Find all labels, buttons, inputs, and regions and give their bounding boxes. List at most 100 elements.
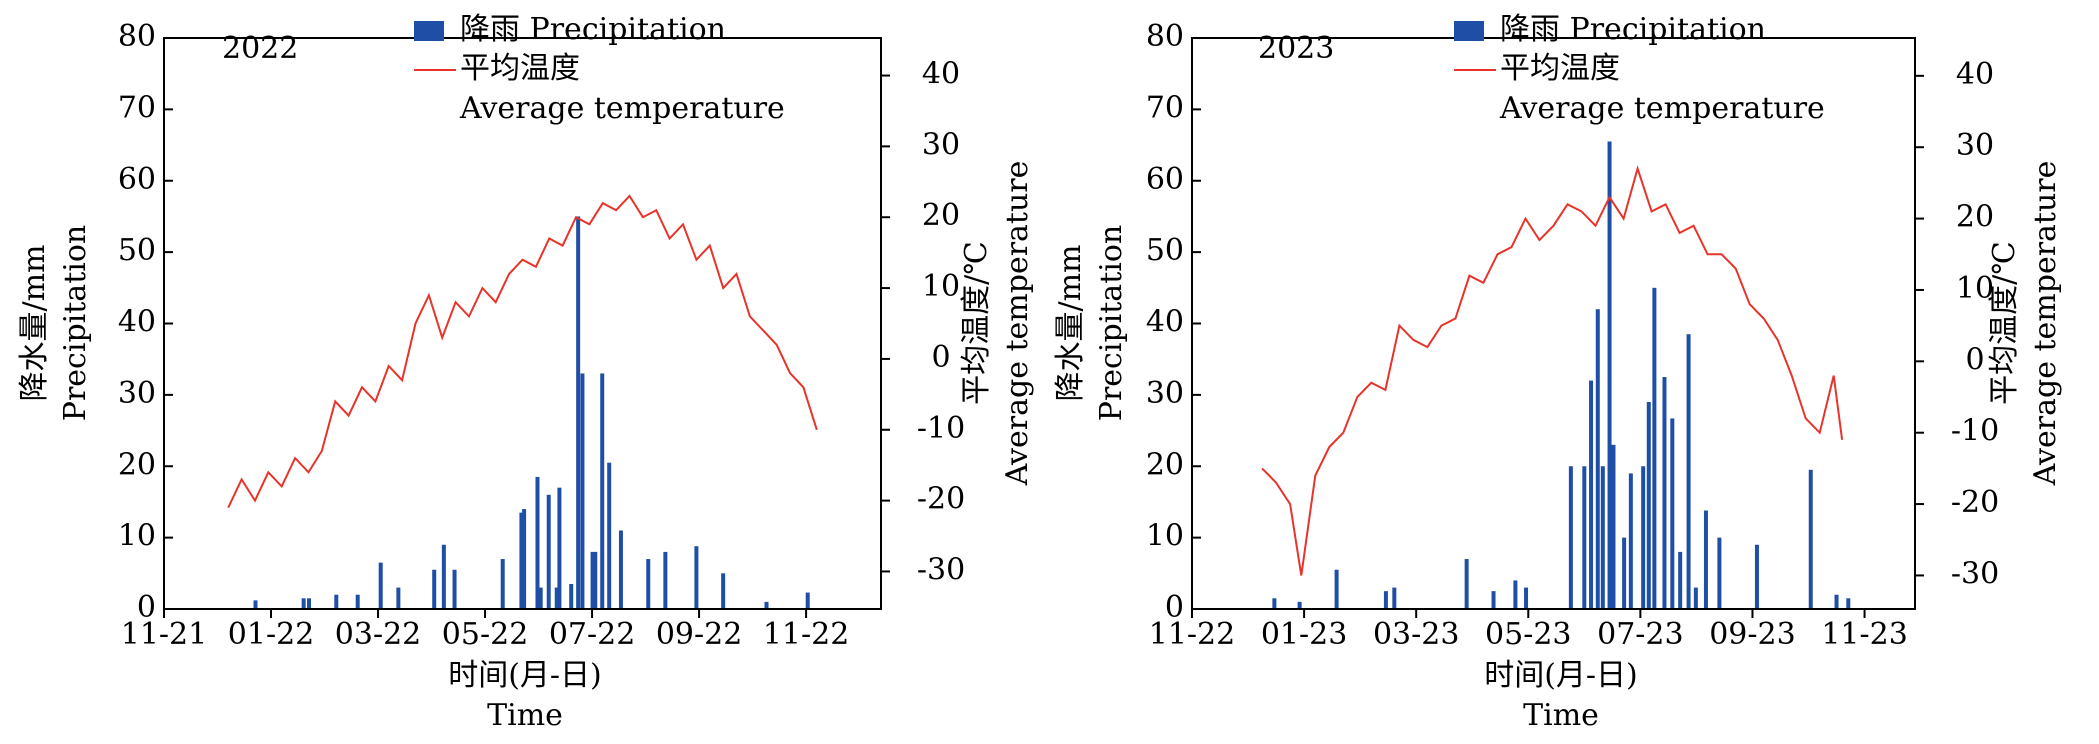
year-label: 2023 xyxy=(1258,31,1334,66)
x-tick-label: 07-23 xyxy=(1597,617,1683,652)
x-tick-label: 05-23 xyxy=(1485,617,1571,652)
bar xyxy=(590,551,595,609)
y-tick-label: 0 xyxy=(1165,590,1184,625)
x-tick-label: 11-21 xyxy=(121,617,207,652)
y2-tick-label: 40 xyxy=(1956,57,1994,92)
y-tick-label: 20 xyxy=(118,447,156,482)
x-tick-label: 05-22 xyxy=(442,617,528,652)
x-tick-label: 01-22 xyxy=(228,617,314,652)
bar xyxy=(452,569,457,609)
bar xyxy=(1334,569,1339,609)
bar xyxy=(1628,473,1633,609)
legend-label: 降雨 Precipitation xyxy=(1500,12,1766,47)
bar xyxy=(535,476,540,609)
bar xyxy=(1607,141,1612,609)
bar xyxy=(519,512,524,609)
bar xyxy=(569,584,574,609)
y2-tick-label: -30 xyxy=(1951,556,1999,591)
bar xyxy=(1670,418,1675,609)
y-axis-title: 降水量/mm xyxy=(1053,244,1088,401)
bar xyxy=(607,462,612,609)
bar xyxy=(1568,466,1573,609)
bar xyxy=(396,587,401,609)
bar xyxy=(1582,466,1587,609)
bar xyxy=(1646,402,1651,609)
y-tick-label: 70 xyxy=(118,90,156,125)
y2-tick-label: -10 xyxy=(917,411,965,446)
bar xyxy=(554,587,559,609)
y2-axis-title: Average temperature xyxy=(1000,161,1035,487)
bar xyxy=(1600,466,1605,609)
x-tick-label: 07-22 xyxy=(549,617,635,652)
y2-tick-label: 10 xyxy=(1956,271,1994,306)
x-tick-label: 03-22 xyxy=(335,617,421,652)
x-axis-title: 时间(月-日) xyxy=(1484,658,1638,693)
bar xyxy=(1272,598,1277,609)
y-tick-label: 50 xyxy=(118,233,156,268)
x-tick-label: 09-22 xyxy=(656,617,742,652)
y2-tick-label: 30 xyxy=(922,127,960,162)
x-tick-label: 11-23 xyxy=(1821,617,1907,652)
y-tick-label: 10 xyxy=(118,519,156,554)
legend-swatch xyxy=(1454,21,1484,41)
y2-tick-label: 0 xyxy=(1965,342,1984,377)
y-axis-title: Precipitation xyxy=(1094,225,1129,421)
x-axis-title: Time xyxy=(487,698,563,733)
bar xyxy=(1693,587,1698,609)
y2-tick-label: 20 xyxy=(922,198,960,233)
y-tick-label: 30 xyxy=(118,376,156,411)
bar xyxy=(307,598,312,609)
y-tick-label: 30 xyxy=(1146,376,1184,411)
y-tick-label: 80 xyxy=(118,19,156,54)
bar xyxy=(1595,309,1600,609)
y2-tick-label: -20 xyxy=(917,482,965,517)
year-label: 2022 xyxy=(222,31,298,66)
bar xyxy=(1808,469,1813,609)
bar xyxy=(1491,591,1496,609)
bar xyxy=(576,216,581,609)
y-tick-label: 70 xyxy=(1146,90,1184,125)
y2-tick-label: 20 xyxy=(1956,200,1994,235)
bar xyxy=(646,559,651,609)
bar xyxy=(694,546,699,609)
bar xyxy=(441,544,446,609)
bar xyxy=(1662,377,1667,609)
legend-label: 平均温度 Average temperature xyxy=(459,51,785,126)
bar xyxy=(1678,551,1683,609)
bar xyxy=(1717,537,1722,609)
y-tick-label: 80 xyxy=(1146,19,1184,54)
bar xyxy=(557,487,562,609)
bar xyxy=(538,587,543,609)
bar xyxy=(1297,601,1302,609)
y-tick-label: 60 xyxy=(118,162,156,197)
y2-tick-label: 0 xyxy=(931,340,950,375)
bar xyxy=(1846,598,1851,609)
panel: 0 10 20 30 40 50 60 70 80 -30 -20 -10 0 10 20 30 40 11-21… xyxy=(17,12,1035,733)
temperature-line xyxy=(1261,165,1844,576)
bar xyxy=(580,373,585,609)
y2-tick-label: 10 xyxy=(922,269,960,304)
bar xyxy=(1703,510,1708,609)
y-tick-label: 10 xyxy=(1146,519,1184,554)
bar xyxy=(546,494,551,609)
x-tick-label: 03-23 xyxy=(1373,617,1459,652)
bar xyxy=(1686,334,1691,609)
bar xyxy=(355,594,360,609)
bar xyxy=(301,598,306,609)
bar xyxy=(378,562,383,609)
y-tick-label: 20 xyxy=(1146,447,1184,482)
bar xyxy=(593,551,598,609)
bar xyxy=(600,373,605,609)
bar xyxy=(721,573,726,609)
bar xyxy=(1641,466,1646,609)
y-axis-title: 降水量/mm xyxy=(17,244,52,401)
x-axis-title: Time xyxy=(1523,698,1599,733)
y2-axis-title: Average temperature xyxy=(2028,161,2063,487)
y2-tick-label: 40 xyxy=(922,57,960,92)
legend-label: 平均温度 Average temperature xyxy=(1499,51,1825,126)
y2-tick-label: -20 xyxy=(1951,485,1999,520)
legend-swatch xyxy=(414,21,444,41)
x-tick-label: 01-23 xyxy=(1261,617,1347,652)
temperature-line xyxy=(227,194,818,509)
bar xyxy=(663,551,668,609)
